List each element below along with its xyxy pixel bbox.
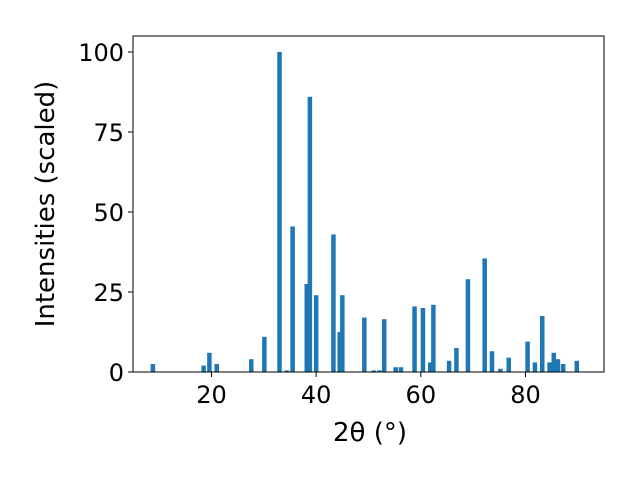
bar bbox=[398, 367, 404, 372]
bar bbox=[551, 352, 557, 372]
bar bbox=[201, 365, 206, 372]
x-tick-label: 60 bbox=[406, 381, 437, 409]
bar bbox=[393, 367, 398, 372]
bar bbox=[465, 279, 471, 372]
y-tick-label: 50 bbox=[93, 199, 124, 227]
x-tick-label: 80 bbox=[510, 381, 541, 409]
x-axis-ticks: 20 40 60 80 bbox=[196, 372, 541, 409]
bars-group bbox=[150, 52, 580, 373]
bar bbox=[377, 370, 382, 372]
x-tick-label: 40 bbox=[301, 381, 332, 409]
bar bbox=[214, 364, 219, 372]
bar bbox=[371, 370, 376, 372]
bar bbox=[337, 332, 342, 372]
bar bbox=[482, 258, 487, 372]
y-tick-label: 100 bbox=[78, 39, 124, 67]
y-axis-label: Intensities (scaled) bbox=[31, 81, 61, 328]
y-tick-label: 25 bbox=[93, 279, 124, 307]
bar bbox=[489, 351, 495, 372]
x-axis-label: 2θ (°) bbox=[333, 418, 407, 448]
bar bbox=[506, 357, 511, 372]
x-tick-label: 20 bbox=[196, 381, 227, 409]
bar bbox=[150, 364, 156, 372]
bar bbox=[420, 308, 426, 372]
bar bbox=[555, 359, 561, 372]
bar bbox=[249, 359, 254, 372]
bar bbox=[547, 362, 552, 372]
bar bbox=[340, 295, 345, 372]
plot-frame bbox=[132, 35, 605, 373]
bar bbox=[412, 306, 417, 372]
bar bbox=[284, 370, 290, 372]
bar bbox=[525, 341, 530, 372]
bar bbox=[498, 368, 503, 372]
bar bbox=[446, 360, 452, 372]
y-tick-label: 75 bbox=[93, 119, 124, 147]
bar bbox=[277, 52, 282, 372]
bar bbox=[290, 226, 295, 372]
bar bbox=[454, 348, 459, 372]
bar bbox=[428, 362, 433, 372]
bar bbox=[431, 304, 436, 372]
bar bbox=[560, 364, 566, 372]
bar bbox=[313, 295, 319, 372]
bar bbox=[307, 96, 313, 373]
y-axis-ticks: 0 25 50 75 100 bbox=[78, 39, 133, 387]
bar bbox=[381, 319, 387, 372]
bar bbox=[574, 360, 580, 372]
bar bbox=[304, 284, 309, 372]
bar bbox=[331, 234, 336, 372]
bar bbox=[532, 362, 538, 372]
bar bbox=[262, 336, 267, 372]
bar bbox=[207, 352, 212, 372]
bar bbox=[362, 317, 367, 372]
y-tick-label: 0 bbox=[109, 359, 124, 387]
bar bbox=[540, 316, 545, 372]
